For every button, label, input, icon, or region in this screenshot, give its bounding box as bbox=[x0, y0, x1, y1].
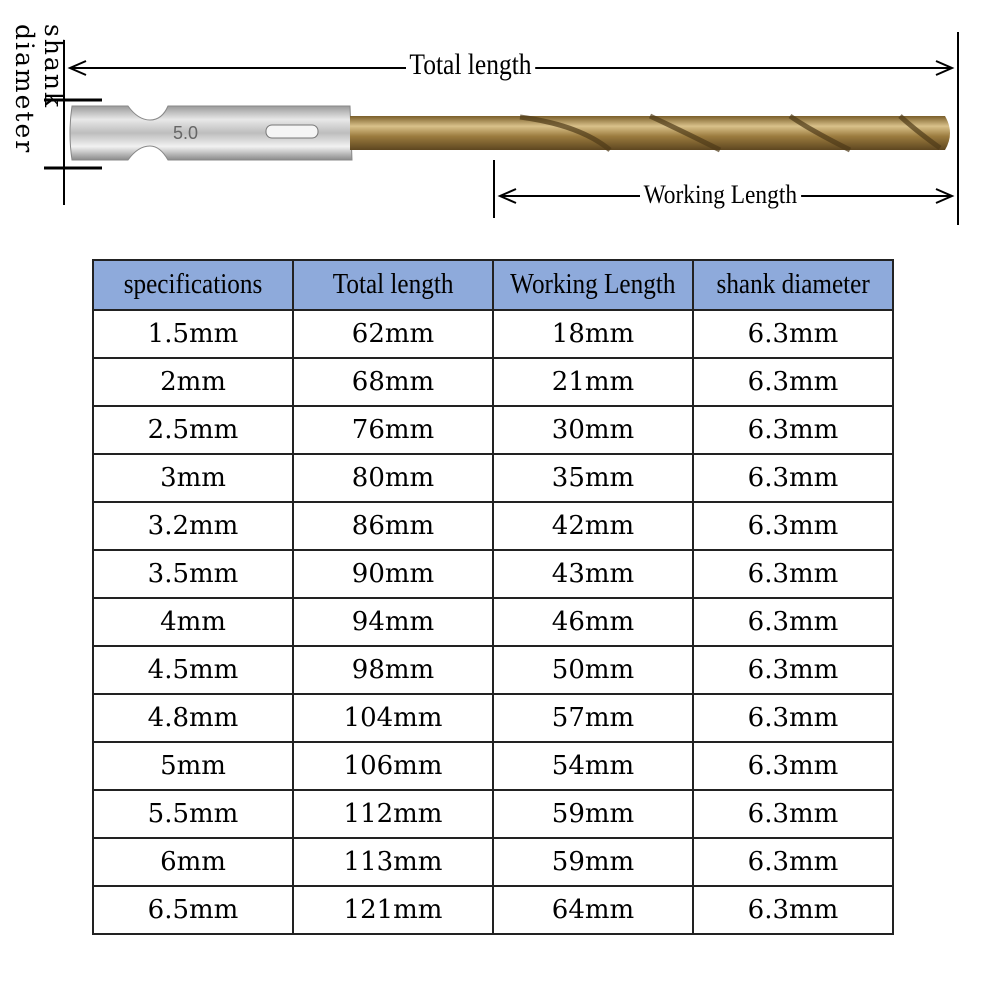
table-row: 3.5mm 90mm 43mm 6.3mm bbox=[92, 549, 894, 599]
total-length-label: Total length bbox=[406, 50, 535, 80]
table-cell: 18mm bbox=[492, 309, 694, 359]
table-cell: 50mm bbox=[492, 645, 694, 695]
table-cell: 4.5mm bbox=[92, 645, 294, 695]
table-cell: 6.3mm bbox=[692, 501, 894, 551]
table-row: 1.5mm 62mm 18mm 6.3mm bbox=[92, 309, 894, 359]
table-cell: 6.3mm bbox=[692, 693, 894, 743]
table-row: 3.2mm 86mm 42mm 6.3mm bbox=[92, 501, 894, 551]
header-working-length: Working Length bbox=[492, 259, 694, 311]
table-cell: 46mm bbox=[492, 597, 694, 647]
table-cell: 54mm bbox=[492, 741, 694, 791]
drill-bit-illustration: 5.0 bbox=[44, 32, 959, 225]
table-cell: 6.3mm bbox=[692, 549, 894, 599]
table-cell: 104mm bbox=[292, 693, 494, 743]
table-cell: 64mm bbox=[492, 885, 694, 935]
header-specifications: specifications bbox=[92, 259, 294, 311]
table-row: 2.5mm 76mm 30mm 6.3mm bbox=[92, 405, 894, 455]
table-row: 3mm 80mm 35mm 6.3mm bbox=[92, 453, 894, 503]
table-cell: 42mm bbox=[492, 501, 694, 551]
table-row: 5.5mm 112mm 59mm 6.3mm bbox=[92, 789, 894, 839]
table-cell: 68mm bbox=[292, 357, 494, 407]
table-header-row: specifications Total length Working Leng… bbox=[92, 259, 894, 311]
table-cell: 3.2mm bbox=[92, 501, 294, 551]
table-cell: 6.3mm bbox=[692, 789, 894, 839]
shank-diameter-label: shank diameter bbox=[10, 24, 68, 155]
table-row: 6.5mm 121mm 64mm 6.3mm bbox=[92, 885, 894, 935]
table-cell: 90mm bbox=[292, 549, 494, 599]
table-cell: 59mm bbox=[492, 789, 694, 839]
table-row: 4.8mm 104mm 57mm 6.3mm bbox=[92, 693, 894, 743]
table-cell: 6.3mm bbox=[692, 885, 894, 935]
table-row: 4mm 94mm 46mm 6.3mm bbox=[92, 597, 894, 647]
table-cell: 6.3mm bbox=[692, 645, 894, 695]
table-cell: 94mm bbox=[292, 597, 494, 647]
table-cell: 6.3mm bbox=[692, 357, 894, 407]
table-row: 5mm 106mm 54mm 6.3mm bbox=[92, 741, 894, 791]
table-cell: 6mm bbox=[92, 837, 294, 887]
table-cell: 5mm bbox=[92, 741, 294, 791]
table-cell: 6.3mm bbox=[692, 309, 894, 359]
table-cell: 106mm bbox=[292, 741, 494, 791]
table-cell: 86mm bbox=[292, 501, 494, 551]
table-cell: 76mm bbox=[292, 405, 494, 455]
drill-bit-diagram: 5.0 Total length Working Length shank di… bbox=[0, 0, 1000, 240]
table-cell: 62mm bbox=[292, 309, 494, 359]
table-cell: 1.5mm bbox=[92, 309, 294, 359]
table-cell: 6.3mm bbox=[692, 741, 894, 791]
table-row: 4.5mm 98mm 50mm 6.3mm bbox=[92, 645, 894, 695]
table-cell: 6.3mm bbox=[692, 405, 894, 455]
working-length-label: Working Length bbox=[640, 180, 801, 210]
table-cell: 2mm bbox=[92, 357, 294, 407]
table-cell: 121mm bbox=[292, 885, 494, 935]
table-cell: 4.8mm bbox=[92, 693, 294, 743]
table-cell: 57mm bbox=[492, 693, 694, 743]
table-cell: 4mm bbox=[92, 597, 294, 647]
table-cell: 2.5mm bbox=[92, 405, 294, 455]
table-cell: 5.5mm bbox=[92, 789, 294, 839]
table-cell: 113mm bbox=[292, 837, 494, 887]
table-cell: 21mm bbox=[492, 357, 694, 407]
shank-marking: 5.0 bbox=[173, 123, 198, 143]
table-cell: 59mm bbox=[492, 837, 694, 887]
table-cell: 6.5mm bbox=[92, 885, 294, 935]
table-cell: 35mm bbox=[492, 453, 694, 503]
specifications-table: specifications Total length Working Leng… bbox=[92, 259, 894, 935]
table-cell: 98mm bbox=[292, 645, 494, 695]
table-cell: 6.3mm bbox=[692, 597, 894, 647]
header-total-length: Total length bbox=[292, 259, 494, 311]
table-cell: 3.5mm bbox=[92, 549, 294, 599]
table-cell: 6.3mm bbox=[692, 837, 894, 887]
table-cell: 3mm bbox=[92, 453, 294, 503]
table-cell: 30mm bbox=[492, 405, 694, 455]
header-shank-diameter: shank diameter bbox=[692, 259, 894, 311]
table-cell: 112mm bbox=[292, 789, 494, 839]
table-row: 2mm 68mm 21mm 6.3mm bbox=[92, 357, 894, 407]
table-cell: 43mm bbox=[492, 549, 694, 599]
table-row: 6mm 113mm 59mm 6.3mm bbox=[92, 837, 894, 887]
table-cell: 80mm bbox=[292, 453, 494, 503]
table-cell: 6.3mm bbox=[692, 453, 894, 503]
